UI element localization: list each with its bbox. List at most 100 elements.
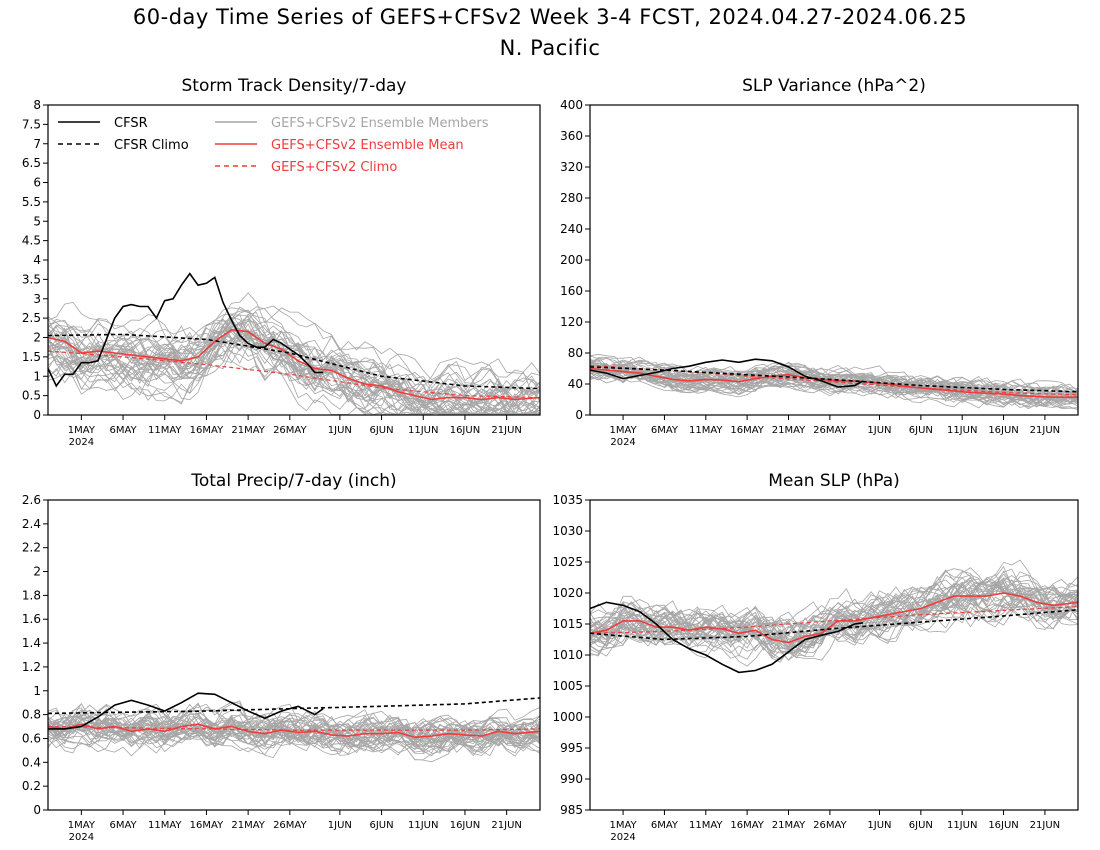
ensemble-member-line	[48, 716, 540, 755]
y-tick-label: 2.4	[22, 517, 41, 531]
x-tick-label: 26MAY	[813, 425, 847, 436]
y-tick-label: 160	[560, 284, 583, 298]
y-tick-label: 1030	[552, 524, 583, 538]
series-gefs-cfsv2-ensemble-mean	[48, 723, 540, 739]
ensemble-member-line	[590, 363, 1078, 399]
series-cfsr-climo	[590, 608, 1078, 641]
y-tick-label: 4.5	[22, 234, 41, 248]
x-tick-label: 11MAY	[689, 425, 723, 436]
x-tick-label: 11JUN	[947, 425, 977, 436]
chart-panel-3: Total Precip/7-day (inch)00.20.40.60.811…	[22, 471, 541, 843]
y-tick-label: 0.8	[22, 708, 41, 722]
y-tick-label: 0	[575, 408, 583, 422]
y-tick-label: 120	[560, 315, 583, 329]
y-tick-label: 1025	[552, 555, 583, 569]
x-tick-label: 6JUN	[909, 425, 933, 436]
ensemble-member-line	[590, 360, 1078, 398]
x-tick-label: 6MAY	[109, 425, 137, 436]
y-tick-label: 3	[33, 292, 41, 306]
x-tick-label: 26MAY	[273, 425, 307, 436]
x-tick-label: 21JUN	[1030, 820, 1060, 831]
legend-label: CFSR	[114, 116, 148, 131]
plot-frame	[47, 499, 541, 811]
series-cfsr	[590, 601, 864, 674]
y-tick-label: 990	[560, 772, 583, 786]
plot-area	[590, 559, 1078, 674]
x-tick-label: 16MAY	[730, 425, 764, 436]
y-tick-label: 1000	[552, 710, 583, 724]
ensemble-member-line	[590, 585, 1078, 643]
ensemble-member-line	[590, 567, 1078, 648]
ensemble-member-line	[48, 335, 540, 415]
x-tick-label: 6MAY	[651, 820, 679, 831]
y-tick-label: 6.5	[22, 156, 41, 170]
x-tick-year-label: 2024	[610, 832, 635, 843]
x-tick-label: 21MAY	[231, 820, 265, 831]
y-tick-label: 1035	[552, 493, 583, 507]
y-tick-label: 1	[33, 369, 41, 383]
x-tick-label: 1JUN	[867, 425, 891, 436]
y-tick-label: 3.5	[22, 272, 41, 286]
y-tick-label: 4	[33, 253, 41, 267]
y-tick-label: 2.2	[22, 541, 41, 555]
ensemble-member-line	[48, 313, 540, 406]
ensemble-member-line	[590, 357, 1078, 396]
y-tick-label: 1.4	[22, 636, 41, 650]
ensemble-member-line	[590, 594, 1078, 660]
ensemble-member-line	[48, 717, 540, 753]
series-cfsr	[590, 358, 864, 388]
y-tick-label: 5	[33, 214, 41, 228]
y-tick-label: 40	[568, 377, 583, 391]
x-tick-year-label: 2024	[69, 437, 94, 448]
legend-label: GEFS+CFSv2 Ensemble Mean	[271, 138, 464, 153]
y-tick-label: 80	[568, 346, 583, 360]
chart-panel-2: SLP Variance (hPa^2) 0 40 80 120 160 200 240 280…	[560, 76, 1079, 448]
plot-area	[48, 272, 540, 415]
ensemble-member-line	[590, 559, 1078, 648]
y-tick-label: 280	[560, 191, 583, 205]
y-tick-label: 0.2	[22, 779, 41, 793]
x-tick-label: 16MAY	[190, 425, 224, 436]
ensemble-member-line	[590, 369, 1078, 407]
y-tick-label: 1	[33, 684, 41, 698]
chart-panel-1: Storm Track Density/7-day 0 0.5 1 1.5 2 2.5 3 3.…	[22, 76, 541, 448]
x-tick-label: 11MAY	[148, 820, 182, 831]
x-tick-label: 11MAY	[148, 425, 182, 436]
y-tick-label: 2.5	[22, 311, 41, 325]
series-gefs-cfsv2-ensemble-mean	[48, 328, 540, 401]
plot-area	[48, 692, 540, 763]
series-gefs-cfsv2-ensemble-mean	[590, 592, 1078, 644]
x-tick-label: 1JUN	[328, 820, 352, 831]
ensemble-member-line	[48, 317, 540, 415]
y-tick-label: 320	[560, 160, 583, 174]
y-tick-label: 1020	[552, 586, 583, 600]
chart-title: Storm Track Density/7-day	[182, 76, 407, 96]
x-tick-label: 16MAY	[730, 820, 764, 831]
x-tick-label: 21JUN	[491, 425, 521, 436]
ensemble-member-line	[48, 337, 540, 415]
y-tick-label: 7.5	[22, 117, 41, 131]
y-tick-label: 8	[33, 98, 41, 112]
ensemble-member-line	[48, 305, 540, 393]
x-tick-label: 6MAY	[109, 820, 137, 831]
y-tick-label: 985	[560, 803, 583, 817]
x-tick-label: 11MAY	[689, 820, 723, 831]
series-cfsr-climo	[48, 697, 540, 715]
x-tick-label: 6JUN	[369, 820, 393, 831]
ensemble-member-line	[590, 367, 1078, 407]
x-tick-label: 1JUN	[867, 820, 891, 831]
figure-subtitle: N. Pacific	[499, 36, 601, 60]
y-tick-label: 7	[33, 137, 41, 151]
x-tick-label: 6JUN	[369, 425, 393, 436]
ensemble-member-line	[48, 314, 540, 414]
ensemble-member-line	[590, 584, 1078, 645]
x-tick-label: 26MAY	[813, 820, 847, 831]
ensemble-member-line	[48, 702, 540, 741]
series-cfsr-climo	[590, 366, 1078, 393]
legend: CFSR CFSR Climo GEFS+CFSv2 Ensemble Member…	[58, 116, 489, 175]
y-tick-label: 2.6	[22, 493, 41, 507]
y-tick-label: 0	[33, 803, 41, 817]
x-tick-label: 21MAY	[772, 425, 806, 436]
ensemble-member-line	[590, 600, 1078, 657]
